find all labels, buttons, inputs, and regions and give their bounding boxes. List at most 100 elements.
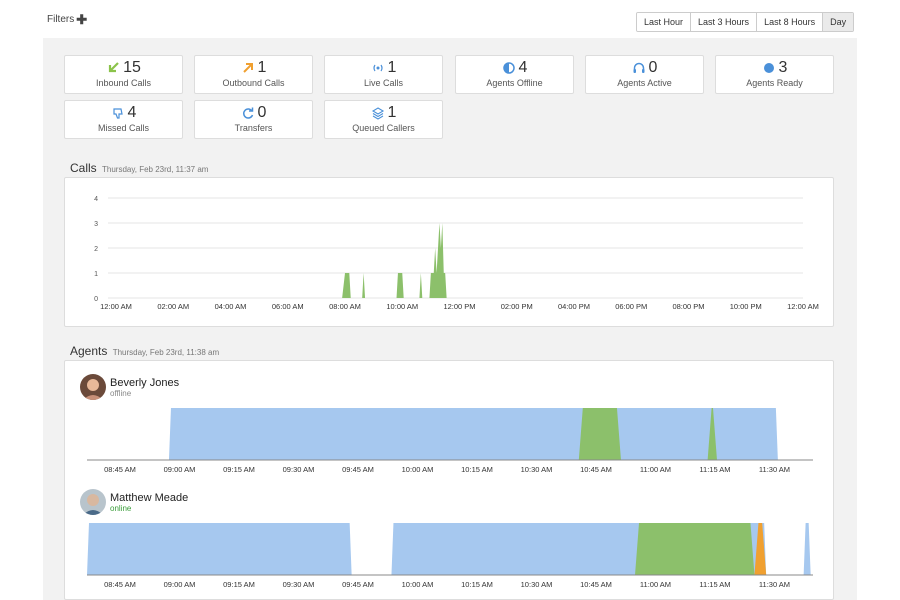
x-tick-label: 09:00 AM (164, 580, 196, 589)
calls-chart: 0 1 2 3 4 12:00 AM 02:00 AM 04:00 AM 06:00 AM 08:… (94, 196, 819, 311)
live-signal-icon (372, 64, 383, 72)
stat-tile-live-calls[interactable]: 1 Live Calls (324, 55, 443, 94)
stat-label: Queued Callers (352, 123, 415, 133)
range-last-3-hours-button[interactable]: Last 3 Hours (691, 13, 758, 31)
stat-tile-missed-calls[interactable]: 4 Missed Calls (64, 100, 183, 139)
agent-name: Beverly Jones (110, 376, 180, 389)
dot-icon (763, 63, 774, 73)
stat-label: Agents Active (617, 78, 672, 88)
inbound-arrow-icon (108, 62, 119, 73)
x-tick-label: 10:45 AM (580, 580, 612, 589)
other-segment (754, 523, 767, 575)
x-tick-label: 08:45 AM (104, 580, 136, 589)
x-tick-label: 04:00 AM (215, 302, 247, 311)
avatar (80, 489, 106, 515)
plus-icon: ✚ (76, 11, 88, 27)
active-segment (707, 408, 717, 460)
x-tick-label: 09:45 AM (342, 580, 374, 589)
x-tick-label: 04:00 PM (558, 302, 590, 311)
x-tick-label: 11:15 AM (699, 465, 730, 474)
stat-value: 1 (257, 59, 267, 76)
x-tick-label: 09:15 AM (223, 465, 255, 474)
x-tick-label: 12:00 PM (443, 302, 475, 311)
y-tick-label: 2 (94, 246, 98, 253)
stat-tile-queued-callers[interactable]: 1 Queued Callers (324, 100, 443, 139)
y-tick-label: 1 (94, 271, 98, 278)
x-tick-label: 12:00 AM (100, 302, 132, 311)
y-tick-label: 0 (94, 296, 98, 303)
transfer-icon (242, 107, 253, 119)
range-last-hour-button[interactable]: Last Hour (637, 13, 692, 31)
agents-section-title: Agents Thursday, Feb 23rd, 11:38 am (70, 344, 219, 358)
stat-value: 4 (127, 104, 137, 121)
stat-tile-transfers[interactable]: 0 Transfers (194, 100, 313, 139)
x-tick-label: 09:15 AM (223, 580, 255, 589)
stat-label: Missed Calls (97, 123, 149, 133)
active-segment (578, 408, 621, 460)
stat-tile-outbound-calls[interactable]: 1 Outbound Calls (194, 55, 313, 94)
time-range-selector: Last Hour Last 3 Hours Last 8 Hours Day (636, 12, 855, 32)
x-tick-label: 10:00 AM (402, 465, 434, 474)
agents-timestamp: Thursday, Feb 23rd, 11:38 am (112, 348, 220, 357)
filters-button[interactable]: Filters ✚ (47, 11, 88, 27)
stat-value: 15 (123, 59, 141, 76)
x-tick-label: 10:00 AM (386, 302, 418, 311)
agents-title: Agents (70, 344, 108, 358)
calls-chart-card: 0 1 2 3 4 12:00 AM 02:00 AM 04:00 AM 06:00 AM 08:… (64, 177, 834, 327)
stat-tile-inbound-calls[interactable]: 15 Inbound Calls (64, 55, 183, 94)
stat-label: Inbound Calls (95, 78, 152, 88)
agent-row-matthew-meade[interactable]: Matthew Meade online (80, 489, 188, 515)
agent-row-beverly-jones[interactable]: Beverly Jones offline (80, 374, 179, 400)
stat-tile-agents-active[interactable]: 0 Agents Active (585, 55, 704, 94)
x-tick-label: 10:15 AM (461, 465, 493, 474)
x-tick-label: 09:30 AM (283, 580, 315, 589)
agent-name: Matthew Meade (110, 491, 189, 504)
ready-segment (168, 408, 778, 460)
range-last-8-hours-button[interactable]: Last 8 Hours (757, 13, 824, 31)
x-tick-label: 11:15 AM (699, 580, 730, 589)
thumbs-down-icon (112, 108, 123, 119)
x-tick-label: 11:30 AM (759, 465, 790, 474)
stat-tile-agents-offline[interactable]: 4 Agents Offline (455, 55, 574, 94)
x-tick-label: 08:45 AM (104, 465, 136, 474)
layers-icon (371, 107, 384, 120)
stat-value: 0 (648, 59, 658, 76)
y-tick-label: 4 (94, 196, 98, 203)
stat-value: 1 (387, 59, 397, 76)
x-tick-label: 10:30 AM (521, 465, 553, 474)
agent-timeline-chart: 08:45 AM 09:00 AM 09:15 AM 09:30 AM 09:45 AM… (87, 408, 813, 474)
agents-card: 08:45 AM 09:00 AM 09:15 AM 09:30 AM 09:45 AM… (64, 360, 834, 600)
stat-value: 0 (257, 104, 267, 121)
stat-label: Outbound Calls (222, 78, 285, 88)
stat-label: Agents Ready (746, 78, 803, 88)
x-tick-label: 11:30 AM (759, 580, 790, 589)
x-tick-label: 11:00 AM (640, 580, 671, 589)
x-tick-label: 11:00 AM (640, 465, 671, 474)
stat-label: Transfers (234, 123, 273, 133)
stat-value: 3 (778, 59, 788, 76)
headset-icon (633, 62, 645, 73)
range-day-button[interactable]: Day (823, 13, 854, 31)
agent-status: offline (110, 388, 132, 398)
x-tick-label: 10:30 AM (521, 580, 553, 589)
filters-label: Filters (47, 14, 75, 25)
stat-tile-agents-ready[interactable]: 3 Agents Ready (715, 55, 834, 94)
calls-area (342, 223, 447, 298)
stat-label: Live Calls (363, 78, 403, 88)
agent-timeline-chart: 08:45 AM 09:00 AM 09:15 AM 09:30 AM 09:45 AM… (87, 523, 813, 589)
avatar (80, 374, 106, 400)
stat-value: 1 (387, 104, 397, 121)
ready-segment (803, 523, 811, 575)
x-tick-label: 08:00 AM (329, 302, 361, 311)
calls-section-title: Calls Thursday, Feb 23rd, 11:37 am (70, 161, 208, 175)
half-circle-icon (502, 62, 515, 74)
x-tick-label: 06:00 PM (615, 302, 647, 311)
x-tick-label: 10:00 AM (402, 580, 434, 589)
agent-status: online (110, 503, 132, 513)
x-tick-label: 10:15 AM (461, 580, 493, 589)
x-tick-label: 10:00 PM (730, 302, 762, 311)
active-segment (635, 523, 755, 575)
top-bar: Filters ✚ Last Hour Last 3 Hours Last 8 … (0, 0, 900, 38)
calls-title: Calls (70, 161, 97, 175)
ready-segment (87, 523, 352, 575)
